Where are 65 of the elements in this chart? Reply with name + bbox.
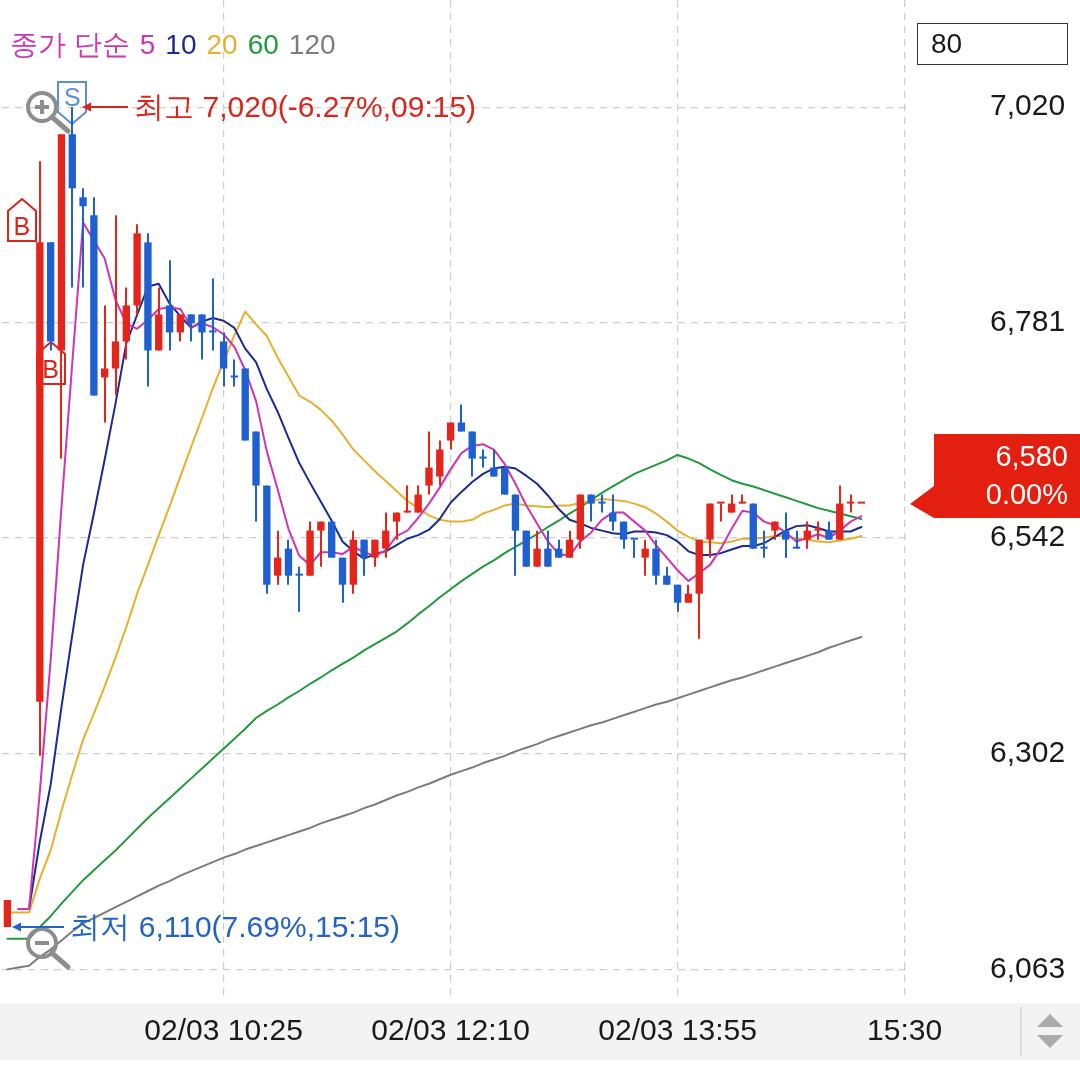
candlestick [727, 493, 736, 514]
legend-title: 종가 단순 [10, 29, 130, 60]
candlestick [273, 529, 282, 586]
candlestick [176, 313, 185, 343]
candlestick [446, 421, 455, 451]
text: 10 [165, 29, 197, 60]
candlestick [544, 529, 552, 568]
candlestick [371, 538, 379, 568]
candlestick [209, 277, 217, 352]
candlestick [533, 529, 541, 568]
candlestick [414, 484, 422, 514]
text: 5 [139, 29, 156, 60]
y-tick-label: 6,781 [990, 303, 1066, 337]
annotation: B [41, 354, 60, 385]
candlestick [630, 537, 639, 559]
candlestick [101, 304, 109, 424]
candlestick [760, 529, 768, 559]
candlestick [663, 565, 671, 586]
candlestick [382, 511, 390, 559]
text: 60 [247, 29, 279, 60]
x-tick-label: 02/03 12:10 [371, 1013, 530, 1047]
y-tick-label: 7,020 [990, 88, 1066, 122]
candlestick [792, 529, 801, 550]
candlestick [814, 520, 822, 541]
candlestick [782, 511, 790, 559]
candlestick [609, 493, 617, 532]
candlestick [425, 430, 433, 496]
candlestick [825, 520, 833, 541]
text: 120 [288, 29, 336, 60]
annotation: 최고 7,020(-6.27%,09:15) [134, 89, 477, 126]
candlestick [641, 538, 649, 577]
annotation: 최저 6,110(7.69%,15:15) [70, 909, 401, 945]
y-tick-label: 6,542 [990, 519, 1066, 553]
candlestick [198, 313, 206, 361]
text: 6,580 0.00% [985, 438, 1068, 512]
text: 80 [931, 27, 963, 61]
candlestick [565, 529, 574, 559]
candlestick [555, 538, 563, 559]
candlestick [457, 403, 466, 433]
candlestick [846, 493, 855, 514]
candlestick [403, 484, 412, 514]
candlestick [684, 583, 693, 604]
candlestick [598, 493, 606, 514]
x-tick-label: 02/03 10:25 [144, 1013, 303, 1047]
text: 20 [206, 29, 238, 60]
candlestick [79, 187, 87, 289]
candlestick [717, 501, 725, 523]
candlestick [673, 583, 682, 613]
candlestick [230, 358, 239, 388]
x-tick-label: 15:30 [867, 1013, 943, 1047]
candlestick [490, 448, 498, 478]
candlestick [392, 511, 401, 541]
candlestick [360, 538, 368, 577]
candlestick [587, 493, 595, 523]
candlestick [295, 565, 303, 613]
y-tick-label: 6,063 [990, 950, 1066, 984]
candlestick [317, 520, 325, 568]
candlestick [187, 313, 195, 343]
x-tick-label: 02/03 13:55 [598, 1013, 757, 1047]
y-tick-label: 6,302 [990, 735, 1066, 769]
candlestick [803, 520, 811, 550]
annotation: B [12, 211, 32, 242]
annotation: S [62, 82, 82, 113]
candlestick [619, 520, 628, 550]
candlestick [479, 448, 487, 469]
